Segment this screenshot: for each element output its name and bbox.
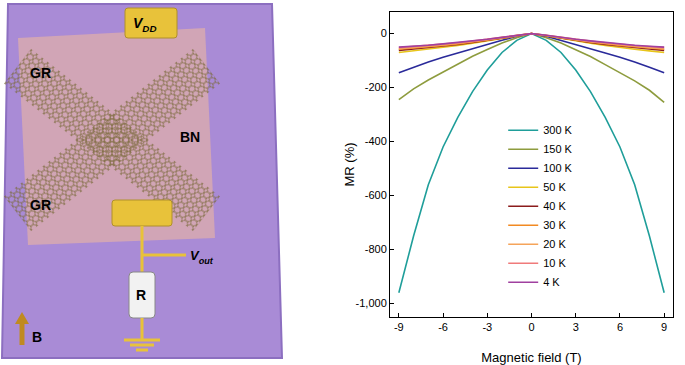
svg-text:3: 3 xyxy=(573,321,579,333)
svg-text:MR (%): MR (%) xyxy=(342,142,357,186)
svg-text:-1,000: -1,000 xyxy=(356,297,387,309)
svg-text:-3: -3 xyxy=(482,321,492,333)
svg-text:-9: -9 xyxy=(394,321,404,333)
svg-text:10 K: 10 K xyxy=(543,257,566,269)
svg-text:50 K: 50 K xyxy=(543,181,566,193)
svg-text:40 K: 40 K xyxy=(543,200,566,212)
svg-text:-200: -200 xyxy=(365,81,387,93)
svg-text:0: 0 xyxy=(528,321,534,333)
svg-text:150 K: 150 K xyxy=(543,143,572,155)
svg-text:VDD: VDD xyxy=(133,15,157,34)
svg-text:Magnetic field (T): Magnetic field (T) xyxy=(481,350,581,365)
svg-text:300 K: 300 K xyxy=(543,124,572,136)
svg-text:-800: -800 xyxy=(365,243,387,255)
svg-text:-400: -400 xyxy=(365,135,387,147)
svg-text:B: B xyxy=(32,329,42,345)
svg-text:-600: -600 xyxy=(365,189,387,201)
svg-text:4 K: 4 K xyxy=(543,276,560,288)
svg-text:0: 0 xyxy=(381,27,387,39)
svg-text:R: R xyxy=(136,287,146,303)
svg-text:100 K: 100 K xyxy=(543,162,572,174)
svg-text:-6: -6 xyxy=(438,321,448,333)
svg-text:30 K: 30 K xyxy=(543,219,566,231)
svg-text:GR: GR xyxy=(30,65,51,81)
svg-text:20 K: 20 K xyxy=(543,238,566,250)
svg-text:Vout: Vout xyxy=(190,248,214,266)
svg-text:6: 6 xyxy=(617,321,623,333)
svg-text:9: 9 xyxy=(661,321,667,333)
svg-text:GR: GR xyxy=(30,197,51,213)
svg-text:BN: BN xyxy=(180,129,200,145)
